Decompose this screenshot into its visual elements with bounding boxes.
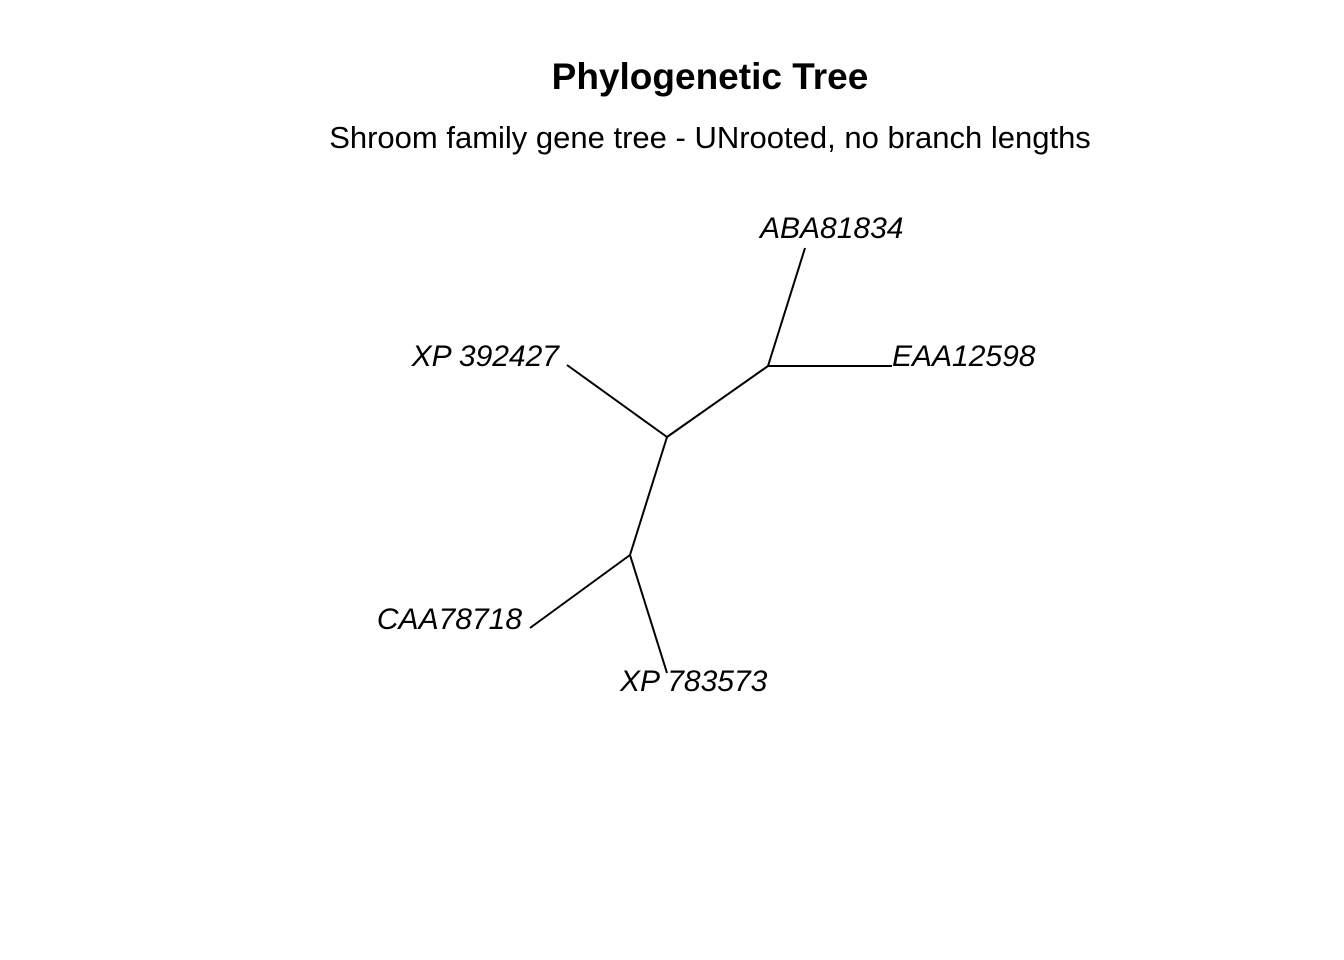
tip-label-EAA12598: EAA12598 bbox=[892, 340, 1036, 373]
tip-label-CAA78718: CAA78718 bbox=[377, 603, 522, 636]
branch-ABA81834 bbox=[767, 247, 806, 367]
tip-label-ABA81834: ABA81834 bbox=[758, 212, 903, 245]
branch-XP_392427 bbox=[566, 364, 668, 438]
tip-label-XP_783573: XP 783573 bbox=[619, 665, 768, 698]
diagram-title: Phylogenetic Tree bbox=[551, 56, 869, 97]
diagram-subtitle: Shroom family gene tree - UNrooted, no b… bbox=[329, 120, 1091, 155]
branch-XP_783573 bbox=[629, 554, 668, 674]
tip-label-XP_392427: XP 392427 bbox=[411, 340, 561, 373]
branch-internal-lower bbox=[629, 436, 668, 556]
branch-CAA78718 bbox=[529, 554, 631, 629]
branch-internal-upper bbox=[666, 365, 769, 438]
